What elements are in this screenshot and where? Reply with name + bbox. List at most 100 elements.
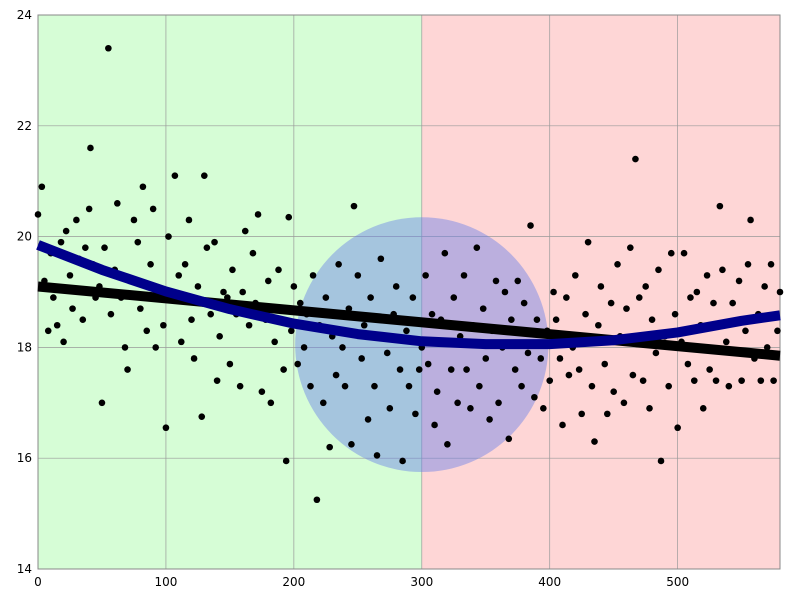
region bbox=[421, 15, 780, 569]
point bbox=[364, 416, 372, 423]
point bbox=[294, 360, 302, 368]
point bbox=[198, 413, 206, 420]
point bbox=[533, 316, 541, 324]
point bbox=[134, 238, 142, 246]
point bbox=[524, 349, 532, 357]
point bbox=[520, 299, 528, 307]
point bbox=[239, 288, 246, 296]
point bbox=[674, 424, 681, 432]
point bbox=[735, 277, 743, 285]
point bbox=[147, 261, 154, 268]
point bbox=[607, 299, 615, 307]
point bbox=[450, 294, 458, 301]
point bbox=[69, 305, 76, 312]
point bbox=[326, 443, 333, 451]
y-tick-label: 20 bbox=[17, 230, 32, 244]
point bbox=[578, 410, 586, 418]
point bbox=[288, 327, 295, 335]
point bbox=[527, 222, 534, 229]
point bbox=[107, 310, 115, 318]
point bbox=[271, 338, 278, 346]
point bbox=[433, 388, 441, 396]
point bbox=[620, 399, 628, 407]
point bbox=[552, 316, 560, 324]
point bbox=[309, 272, 317, 279]
point bbox=[767, 261, 775, 268]
point bbox=[322, 294, 330, 301]
point bbox=[339, 344, 346, 351]
point bbox=[742, 327, 749, 335]
y-tick-label: 18 bbox=[17, 340, 32, 354]
point bbox=[447, 366, 455, 373]
point bbox=[73, 216, 80, 224]
point bbox=[105, 44, 112, 52]
point bbox=[729, 299, 736, 307]
point bbox=[761, 283, 768, 290]
point bbox=[373, 452, 381, 459]
point bbox=[431, 421, 438, 429]
point bbox=[652, 349, 660, 357]
y-tick-label: 14 bbox=[17, 562, 32, 576]
point bbox=[121, 344, 129, 351]
point bbox=[229, 266, 236, 274]
point bbox=[511, 366, 519, 373]
point bbox=[584, 238, 592, 246]
point bbox=[177, 338, 185, 346]
point bbox=[275, 266, 282, 274]
point bbox=[428, 310, 436, 318]
point bbox=[719, 266, 726, 274]
point bbox=[441, 249, 449, 257]
x-tick-label: 0 bbox=[34, 575, 42, 589]
point bbox=[162, 424, 170, 432]
point bbox=[62, 227, 70, 235]
y-tick-label: 24 bbox=[17, 8, 32, 22]
point bbox=[712, 377, 720, 384]
point bbox=[341, 382, 349, 390]
point bbox=[508, 316, 515, 324]
x-tick-label: 500 bbox=[666, 575, 689, 589]
point bbox=[572, 272, 579, 279]
point bbox=[591, 438, 598, 445]
point bbox=[556, 355, 564, 362]
point bbox=[207, 310, 215, 318]
point bbox=[646, 405, 653, 412]
point bbox=[392, 283, 400, 290]
point bbox=[101, 244, 108, 251]
x-tick-label: 300 bbox=[410, 575, 433, 589]
point bbox=[744, 261, 752, 268]
point bbox=[282, 457, 290, 465]
x-tick-label: 400 bbox=[538, 575, 561, 589]
x-tick-label: 100 bbox=[154, 575, 177, 589]
point bbox=[563, 294, 570, 301]
point bbox=[236, 382, 244, 390]
point bbox=[776, 288, 784, 296]
point bbox=[79, 316, 87, 324]
point bbox=[264, 277, 272, 285]
point bbox=[396, 366, 404, 373]
point bbox=[175, 272, 183, 279]
point bbox=[657, 457, 665, 465]
point bbox=[139, 183, 147, 191]
point bbox=[495, 399, 502, 407]
point bbox=[335, 261, 342, 268]
y-tick-label: 16 bbox=[17, 451, 32, 465]
point bbox=[201, 172, 208, 179]
point bbox=[130, 216, 138, 224]
point bbox=[671, 310, 679, 318]
point bbox=[216, 333, 223, 340]
trend-line bbox=[36, 240, 781, 350]
point bbox=[597, 283, 605, 290]
point bbox=[603, 410, 611, 418]
point bbox=[710, 299, 717, 307]
point bbox=[50, 294, 57, 301]
point bbox=[53, 321, 61, 329]
point bbox=[690, 377, 698, 384]
point bbox=[627, 244, 634, 251]
point bbox=[34, 211, 42, 218]
y-tick-label: 22 bbox=[17, 119, 32, 133]
point bbox=[190, 355, 198, 362]
point bbox=[377, 255, 385, 263]
point bbox=[424, 360, 432, 368]
point bbox=[249, 249, 257, 257]
